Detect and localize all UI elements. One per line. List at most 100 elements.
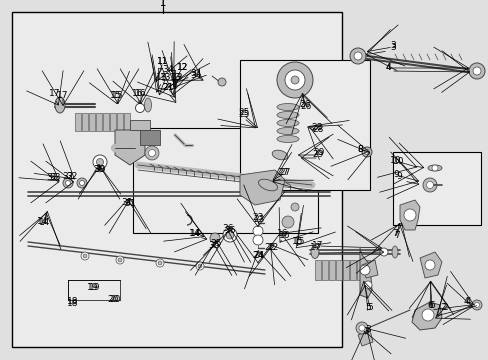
Ellipse shape bbox=[379, 248, 387, 256]
Text: 1: 1 bbox=[160, 0, 166, 8]
Polygon shape bbox=[419, 252, 441, 278]
Text: 22: 22 bbox=[264, 243, 275, 252]
Bar bbox=[133, 128, 317, 233]
Text: 14: 14 bbox=[37, 217, 49, 226]
Text: 31: 31 bbox=[121, 198, 132, 207]
Polygon shape bbox=[140, 130, 160, 145]
Text: 22: 22 bbox=[267, 243, 278, 252]
Text: 1: 1 bbox=[160, 0, 166, 8]
Ellipse shape bbox=[96, 158, 103, 166]
Text: 4: 4 bbox=[462, 297, 468, 306]
Bar bbox=[75, 113, 81, 131]
Text: 29: 29 bbox=[313, 148, 324, 157]
Circle shape bbox=[63, 178, 73, 188]
Bar bbox=[96, 113, 102, 131]
Text: 7: 7 bbox=[391, 229, 397, 238]
Text: 26: 26 bbox=[300, 103, 311, 112]
Text: 21: 21 bbox=[162, 84, 173, 93]
Circle shape bbox=[198, 264, 202, 268]
Text: 34: 34 bbox=[190, 72, 201, 81]
Text: 10: 10 bbox=[389, 157, 401, 166]
Ellipse shape bbox=[276, 135, 298, 143]
Text: 33: 33 bbox=[46, 174, 58, 183]
Text: 27: 27 bbox=[279, 168, 290, 177]
Text: 14: 14 bbox=[39, 219, 51, 228]
Text: 26: 26 bbox=[299, 100, 310, 109]
Text: 18: 18 bbox=[67, 298, 79, 307]
Circle shape bbox=[426, 181, 433, 189]
Text: 25: 25 bbox=[238, 108, 249, 117]
Circle shape bbox=[468, 63, 484, 79]
Circle shape bbox=[148, 149, 155, 157]
Circle shape bbox=[252, 226, 263, 236]
Text: 17: 17 bbox=[49, 90, 61, 99]
Circle shape bbox=[421, 309, 433, 321]
Text: 20: 20 bbox=[107, 294, 119, 303]
Ellipse shape bbox=[391, 246, 397, 258]
Text: 31: 31 bbox=[124, 199, 136, 208]
Circle shape bbox=[80, 180, 84, 185]
Polygon shape bbox=[411, 302, 441, 330]
Text: 27: 27 bbox=[277, 168, 288, 177]
Circle shape bbox=[145, 146, 159, 160]
Circle shape bbox=[363, 281, 371, 289]
Circle shape bbox=[223, 228, 237, 242]
Text: 21: 21 bbox=[162, 84, 173, 93]
Text: 3: 3 bbox=[389, 41, 395, 50]
Text: 3: 3 bbox=[363, 328, 368, 337]
Text: 11: 11 bbox=[157, 58, 168, 67]
Bar bbox=[110, 113, 116, 131]
Bar bbox=[314, 260, 320, 280]
Circle shape bbox=[471, 300, 481, 310]
Text: 16: 16 bbox=[279, 230, 290, 239]
Text: 25: 25 bbox=[238, 111, 249, 120]
Bar bbox=[349, 260, 355, 280]
Text: 16: 16 bbox=[135, 89, 146, 98]
Text: 13: 13 bbox=[156, 72, 167, 81]
Text: 13: 13 bbox=[160, 72, 171, 81]
Text: 12: 12 bbox=[177, 63, 188, 72]
Circle shape bbox=[252, 235, 263, 245]
Text: 15: 15 bbox=[292, 237, 303, 246]
Circle shape bbox=[431, 165, 437, 171]
Text: 17: 17 bbox=[312, 242, 323, 251]
Text: 32: 32 bbox=[62, 172, 74, 181]
Text: 4: 4 bbox=[385, 63, 390, 72]
Text: 10: 10 bbox=[392, 157, 404, 166]
Circle shape bbox=[282, 216, 293, 228]
Circle shape bbox=[81, 252, 89, 260]
Text: 8: 8 bbox=[356, 145, 362, 154]
Text: 8: 8 bbox=[356, 145, 362, 154]
Ellipse shape bbox=[272, 150, 287, 160]
Bar bbox=[342, 260, 348, 280]
Text: 20: 20 bbox=[109, 296, 121, 305]
Circle shape bbox=[77, 178, 87, 188]
Text: 14: 14 bbox=[190, 229, 201, 238]
Text: 17: 17 bbox=[309, 243, 321, 252]
Circle shape bbox=[355, 322, 367, 334]
Text: 15: 15 bbox=[294, 238, 305, 247]
Text: 3: 3 bbox=[365, 325, 370, 334]
Circle shape bbox=[276, 62, 312, 98]
Text: 18: 18 bbox=[67, 297, 79, 306]
Ellipse shape bbox=[55, 97, 65, 113]
Bar bbox=[392, 152, 480, 225]
Ellipse shape bbox=[276, 104, 298, 111]
Text: 24: 24 bbox=[253, 251, 264, 260]
Ellipse shape bbox=[276, 127, 298, 135]
Polygon shape bbox=[361, 260, 377, 278]
Circle shape bbox=[158, 261, 162, 265]
Ellipse shape bbox=[258, 179, 277, 191]
Bar bbox=[356, 260, 362, 280]
Bar bbox=[117, 113, 123, 131]
Bar bbox=[124, 113, 130, 131]
Circle shape bbox=[422, 178, 436, 192]
Text: 23: 23 bbox=[252, 213, 263, 222]
Text: 9: 9 bbox=[395, 172, 401, 181]
Text: 34: 34 bbox=[190, 68, 201, 77]
Circle shape bbox=[403, 209, 415, 221]
Circle shape bbox=[473, 302, 479, 307]
Circle shape bbox=[65, 180, 70, 185]
Text: 11: 11 bbox=[157, 58, 168, 67]
Text: 16: 16 bbox=[132, 89, 143, 98]
